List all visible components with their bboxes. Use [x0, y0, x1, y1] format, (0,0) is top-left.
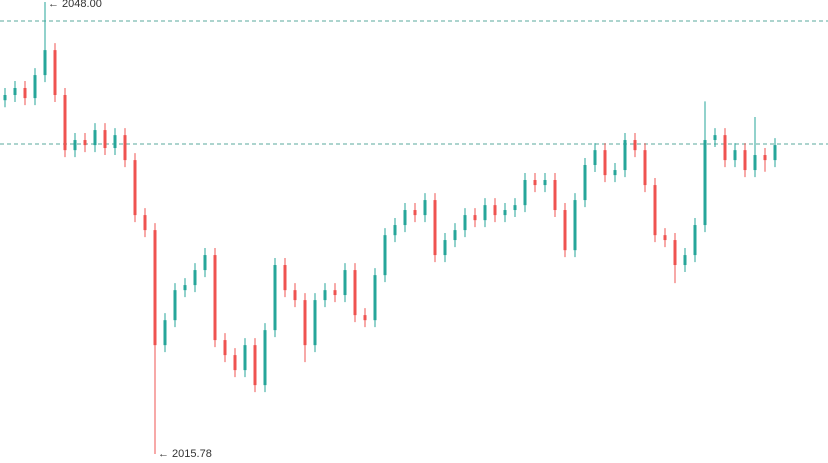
- candle-body: [753, 155, 757, 171]
- candle-body: [193, 270, 197, 286]
- candle-body: [603, 150, 607, 176]
- candle-body: [493, 205, 497, 216]
- candle-body: [183, 285, 187, 291]
- low-label: ← 2015.78: [158, 448, 212, 460]
- candle-body: [483, 205, 487, 221]
- candle-body: [733, 150, 737, 161]
- candle-body: [113, 135, 117, 149]
- candle-body: [413, 210, 417, 216]
- candle-body: [303, 300, 307, 346]
- candle-body: [213, 255, 217, 341]
- candle-body: [543, 180, 547, 186]
- candle-body: [773, 145, 777, 161]
- candle-body: [613, 170, 617, 176]
- candle-body: [283, 265, 287, 291]
- candle-body: [223, 340, 227, 356]
- candle-body: [253, 345, 257, 386]
- candle-body: [433, 200, 437, 256]
- candle-body: [763, 155, 767, 161]
- candle-body: [653, 185, 657, 236]
- candle-body: [73, 140, 77, 151]
- candle-body: [443, 240, 447, 256]
- candle-body: [233, 355, 237, 371]
- candle-body: [163, 320, 167, 346]
- candle-body: [743, 150, 747, 171]
- candle-body: [403, 210, 407, 226]
- candle-body: [503, 210, 507, 216]
- candle-body: [593, 150, 597, 166]
- high-label: ← 2048.00: [48, 0, 102, 10]
- candle-body: [123, 135, 127, 161]
- candle-body: [313, 300, 317, 346]
- candle-body: [473, 215, 477, 221]
- candle-body: [43, 50, 47, 76]
- candle-body: [573, 200, 577, 251]
- candle-body: [513, 205, 517, 211]
- candle-body: [463, 215, 467, 231]
- candle-body: [83, 140, 87, 146]
- candle-body: [643, 150, 647, 186]
- candle-body: [663, 235, 667, 241]
- candle-body: [713, 135, 717, 141]
- candle-body: [353, 270, 357, 316]
- candle-body: [23, 87, 27, 99]
- candle-body: [203, 255, 207, 271]
- candle-body: [453, 230, 457, 241]
- candle-body: [153, 230, 157, 346]
- candle-body: [723, 135, 727, 161]
- candle-body: [3, 95, 7, 101]
- candle-body: [363, 315, 367, 321]
- candle-body: [13, 87, 17, 96]
- candle-body: [703, 140, 707, 226]
- candle-body: [33, 75, 37, 99]
- candle-body: [243, 345, 247, 371]
- candle-body: [173, 290, 177, 321]
- candle-body: [673, 240, 677, 266]
- candle-body: [93, 130, 97, 146]
- candle-body: [373, 275, 377, 321]
- candle-body: [393, 225, 397, 236]
- candle-body: [563, 210, 567, 251]
- candle-body: [383, 235, 387, 276]
- candle-body: [103, 130, 107, 149]
- candle-body: [333, 290, 337, 296]
- candle-body: [683, 255, 687, 266]
- candle-body: [323, 290, 327, 301]
- candle-body: [273, 265, 277, 331]
- candle-body: [143, 215, 147, 231]
- candle-body: [63, 95, 67, 151]
- candle-body: [293, 290, 297, 301]
- candle-body: [633, 140, 637, 151]
- candle-body: [623, 140, 627, 171]
- candle-body: [133, 160, 137, 216]
- candle-body: [693, 225, 697, 256]
- candle-body: [263, 330, 267, 386]
- candle-body: [523, 180, 527, 206]
- candle-body: [533, 180, 537, 186]
- candle-body: [343, 270, 347, 296]
- candle-body: [553, 180, 557, 211]
- candle-body: [423, 200, 427, 216]
- candle-body: [583, 165, 587, 201]
- candle-body: [53, 50, 57, 96]
